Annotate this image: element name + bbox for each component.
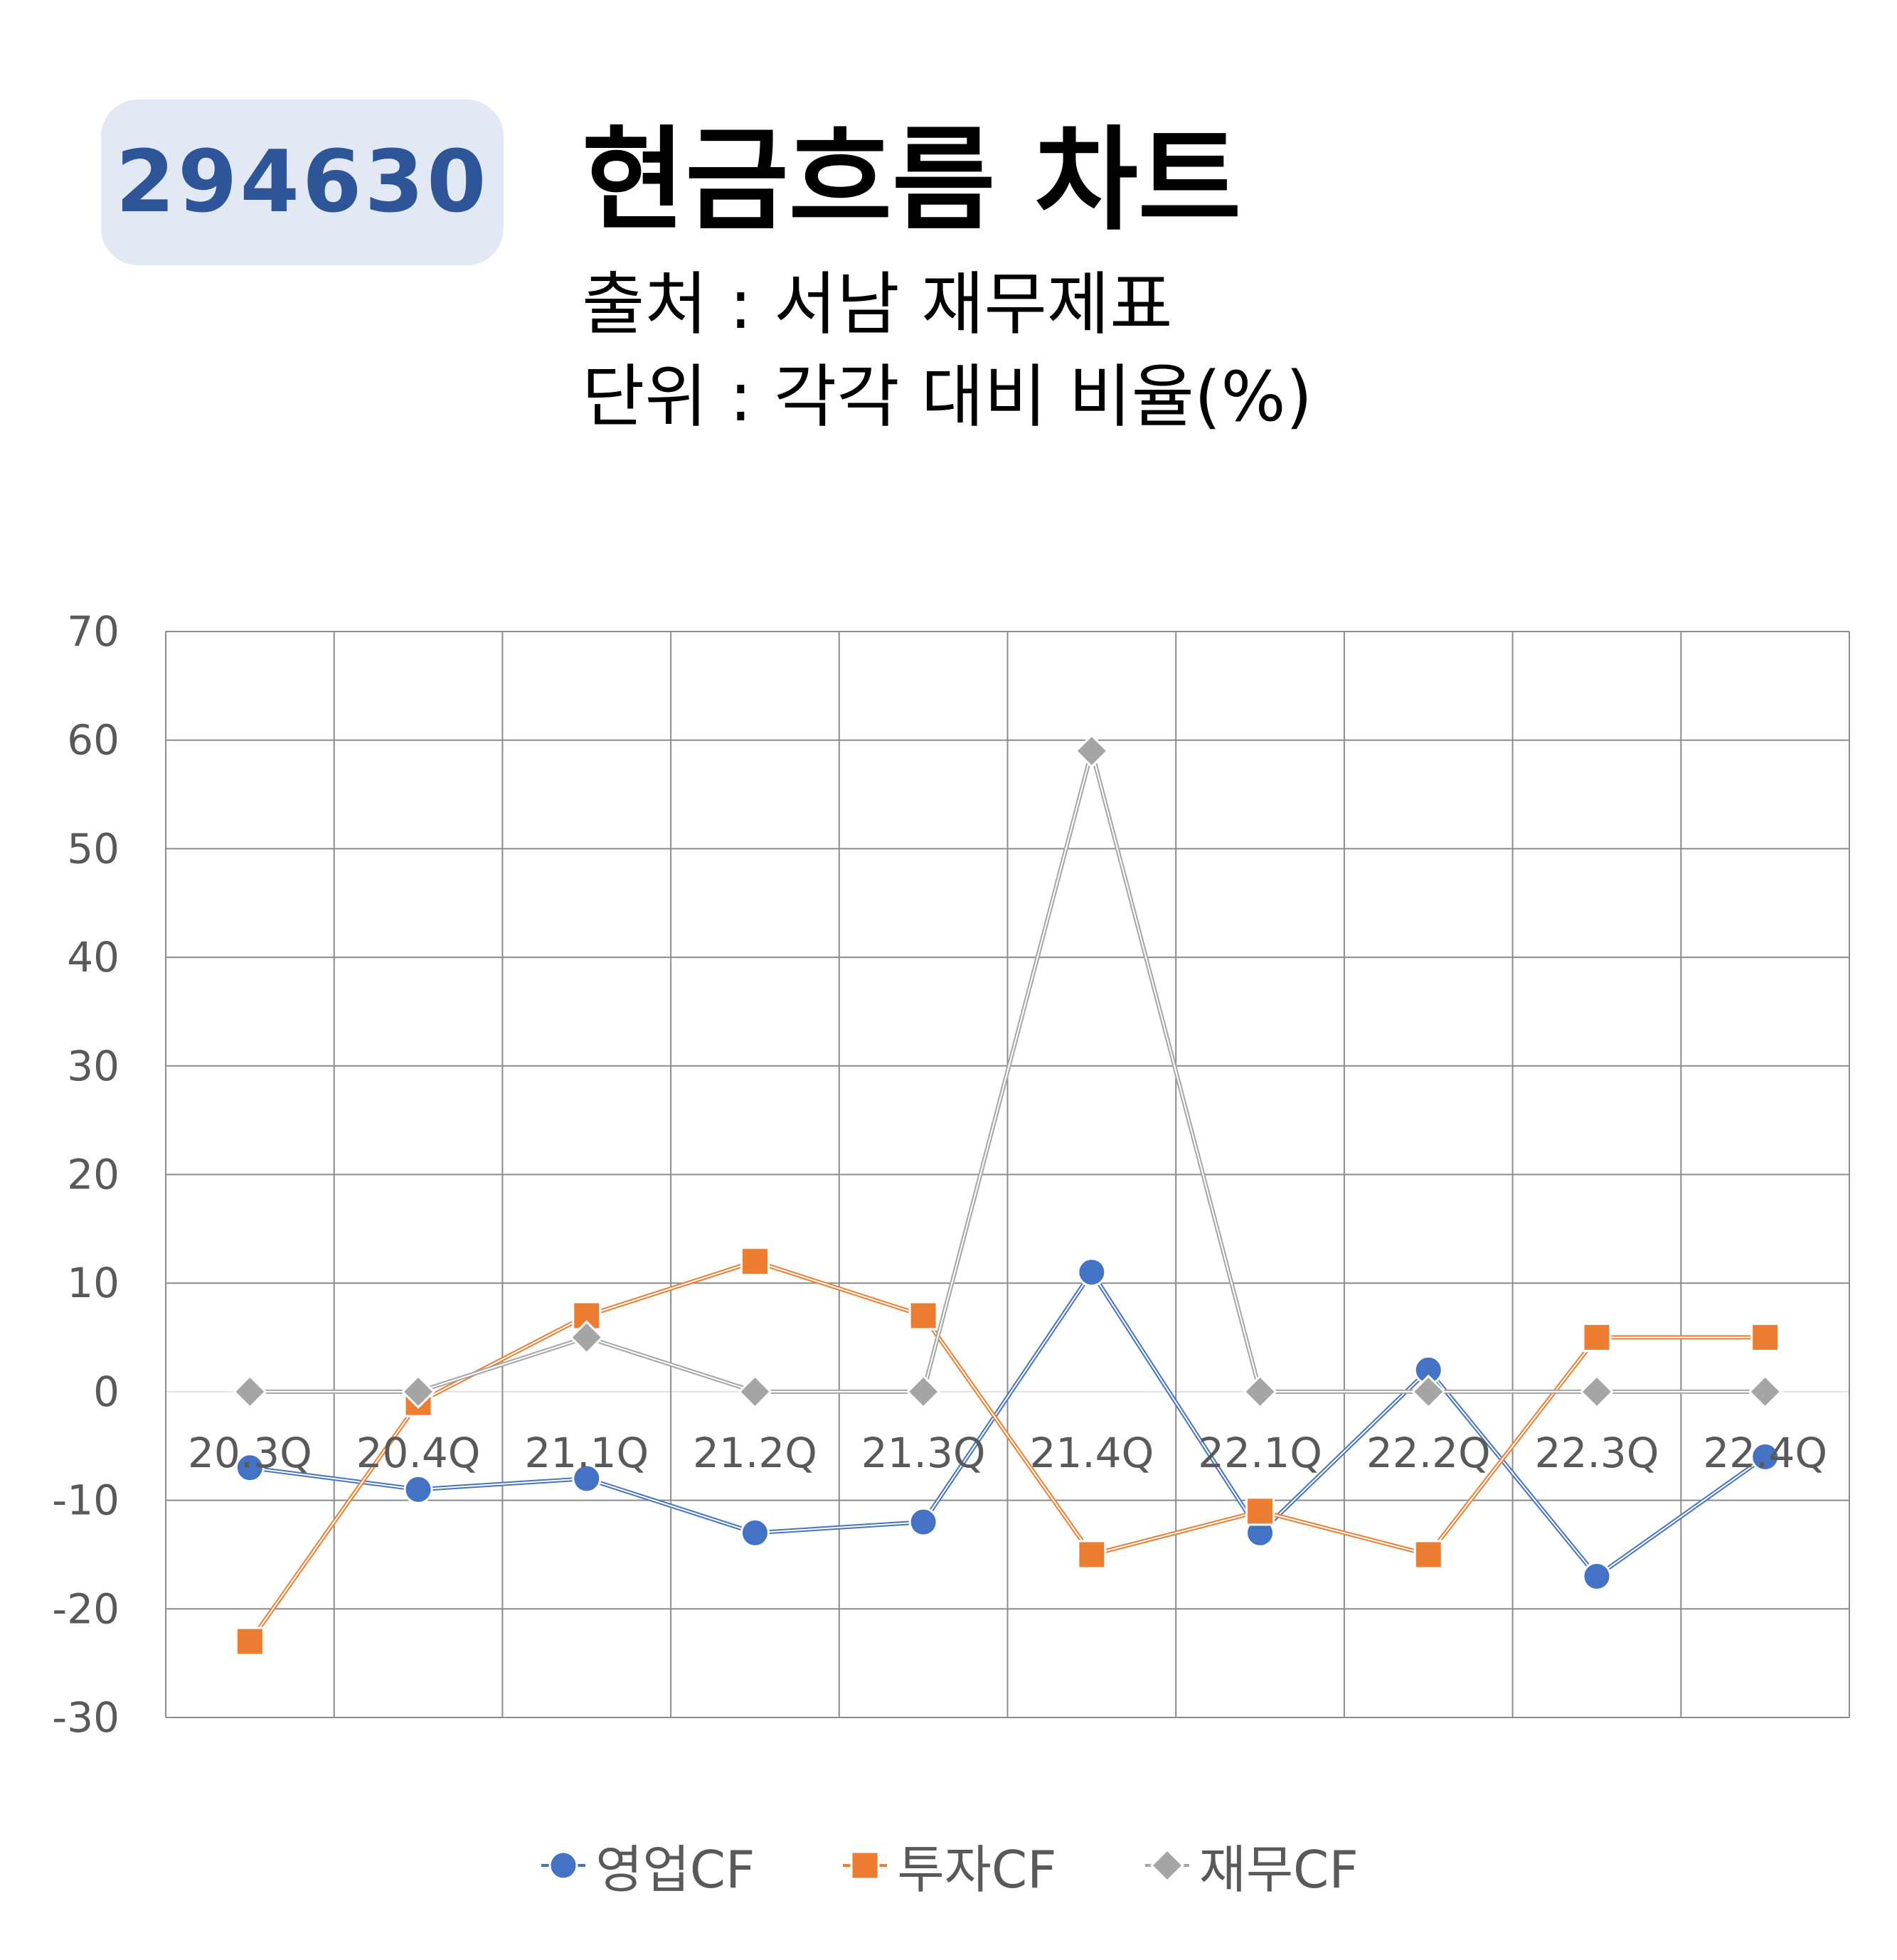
data-point xyxy=(738,1374,772,1410)
legend-label: 투자CF xyxy=(897,1840,1057,1900)
data-point xyxy=(1077,1257,1107,1287)
y-tick-label: 70 xyxy=(67,607,119,656)
data-point xyxy=(1413,1540,1443,1570)
y-tick-label: 60 xyxy=(67,716,119,765)
data-point xyxy=(1750,1323,1780,1353)
data-point xyxy=(1245,1496,1275,1526)
legend-square-icon xyxy=(843,1850,888,1880)
data-point xyxy=(572,1464,602,1493)
y-tick-label: 40 xyxy=(67,933,119,981)
data-point xyxy=(400,1374,436,1410)
series-line-highlight-2 xyxy=(250,750,1765,1392)
y-tick-label: -10 xyxy=(52,1476,119,1525)
legend-diamond-icon xyxy=(1144,1848,1189,1882)
y-tick-label: 50 xyxy=(67,824,119,873)
data-point xyxy=(1582,1323,1612,1353)
x-tick-label: 21.2Q xyxy=(693,1429,817,1477)
x-tick-label: 21.4Q xyxy=(1029,1429,1154,1477)
data-point xyxy=(1750,1442,1780,1472)
data-point xyxy=(908,1301,938,1331)
grid-layer xyxy=(165,631,1850,1718)
y-tick-label: 0 xyxy=(93,1368,119,1416)
x-tick-label: 22.1Q xyxy=(1198,1429,1322,1477)
data-point xyxy=(1411,1374,1446,1410)
data-point xyxy=(1582,1561,1612,1591)
data-point xyxy=(906,1374,941,1410)
data-point xyxy=(235,1453,265,1483)
data-point xyxy=(740,1518,770,1548)
y-tick-label: 30 xyxy=(67,1042,119,1090)
data-point xyxy=(740,1247,770,1277)
x-tick-label: 21.1Q xyxy=(524,1429,649,1477)
series-layer xyxy=(233,733,1782,1656)
x-tick-label: 20.4Q xyxy=(356,1429,481,1477)
x-tick-label: 22.2Q xyxy=(1366,1429,1491,1477)
stock-code-badge: 294630 xyxy=(101,100,504,265)
data-point xyxy=(1243,1374,1277,1410)
data-point xyxy=(403,1474,433,1504)
data-point xyxy=(569,1320,604,1355)
data-point xyxy=(1579,1374,1615,1410)
data-point xyxy=(1077,1540,1107,1570)
data-point xyxy=(908,1507,938,1537)
legend-item: 재무CF xyxy=(1142,1828,1359,1902)
page-title: 현금흐름 차트 xyxy=(582,115,1242,246)
data-point xyxy=(233,1374,267,1410)
y-tick-label: 20 xyxy=(67,1151,119,1199)
data-point xyxy=(1748,1374,1782,1410)
series-line-highlight-1 xyxy=(249,1260,1765,1642)
legend-marker xyxy=(548,1850,578,1880)
y-tick-label: 10 xyxy=(67,1259,119,1307)
series-line-highlight-0 xyxy=(250,1271,1766,1577)
legend-circle-icon xyxy=(541,1850,586,1880)
x-tick-label: 22.4Q xyxy=(1703,1429,1827,1477)
legend-item: 영업CF xyxy=(538,1828,755,1902)
y-axis-ticks: 70 60 50 40 30 20 10 0 -10 -20 -30 xyxy=(52,607,119,1742)
x-axis-ticks: 20.3Q 20.4Q 21.1Q 21.2Q 21.3Q 21.4Q 22.1Q 22.2Q… xyxy=(188,1429,1827,1477)
legend-marker xyxy=(1149,1848,1184,1882)
x-tick-label: 21.3Q xyxy=(861,1429,986,1477)
data-point xyxy=(1074,733,1109,769)
chart-legend: 영업CF 투자CF 재무CF xyxy=(0,1828,1897,1902)
x-tick-label: 20.3Q xyxy=(188,1429,312,1477)
legend-marker xyxy=(850,1850,880,1880)
cashflow-line-chart: 70 60 50 40 30 20 10 0 -10 -20 -30 20.3Q 20.4Q 21.1Q… xyxy=(52,607,1850,1742)
legend-item: 투자CF xyxy=(840,1828,1057,1902)
y-tick-label: -30 xyxy=(52,1693,119,1742)
x-tick-label: 22.3Q xyxy=(1535,1429,1659,1477)
data-point xyxy=(235,1626,265,1656)
unit-text: 단위 : 각각 대비 비율(%) xyxy=(582,357,1313,437)
y-tick-label: -20 xyxy=(52,1584,119,1633)
legend-label: 재무CF xyxy=(1199,1840,1359,1900)
source-text: 출처 : 서남 재무제표 xyxy=(582,265,1173,344)
legend-label: 영업CF xyxy=(595,1840,755,1900)
